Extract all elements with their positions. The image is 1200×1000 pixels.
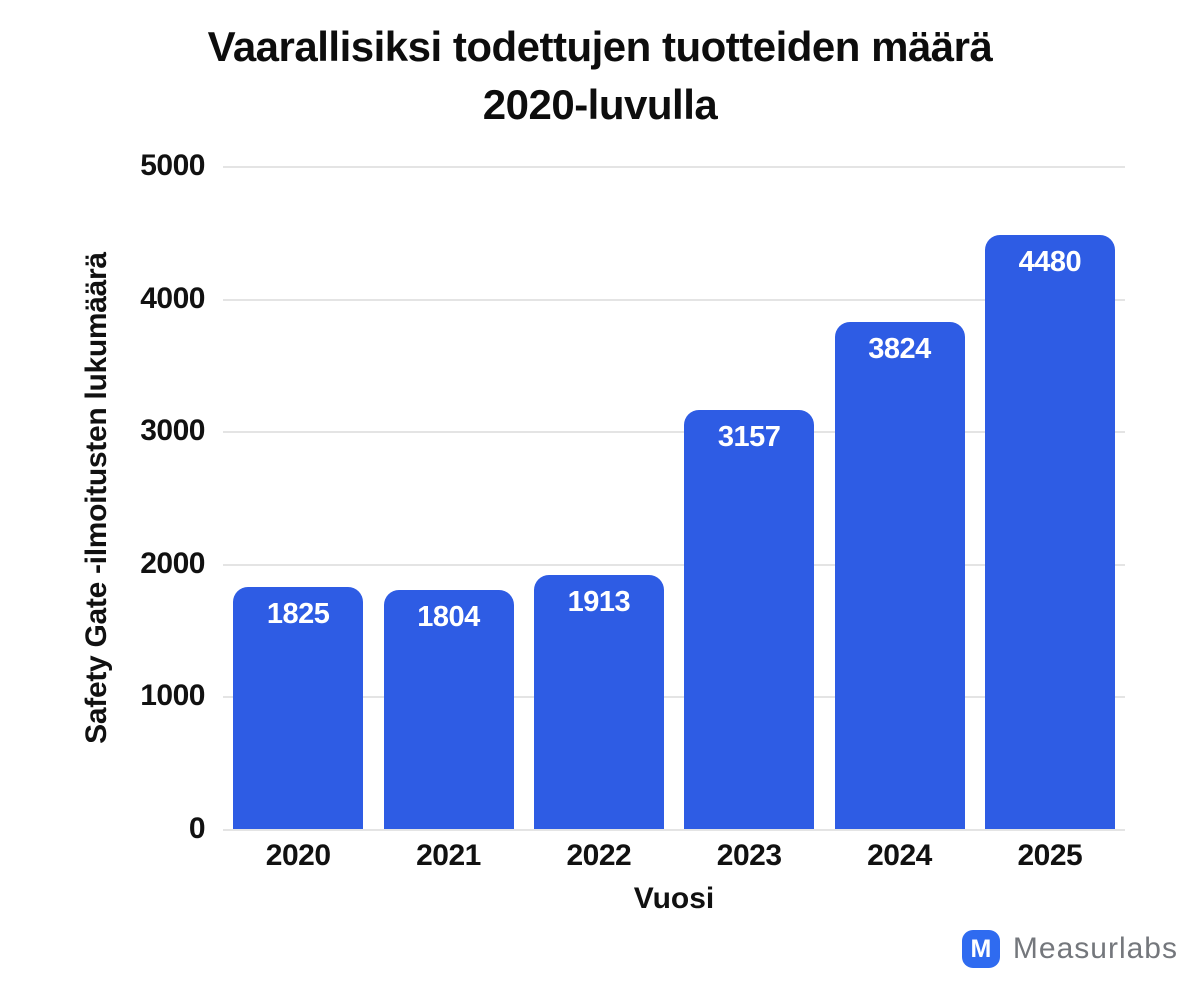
- y-tick-label-1000: 1000: [140, 679, 205, 713]
- bar-2023: 3157: [684, 410, 815, 829]
- bar-value-label-2020: 1825: [266, 598, 330, 631]
- bar-2025: 4480: [984, 234, 1115, 829]
- y-tick-label-4000: 4000: [140, 281, 205, 315]
- gridline-1000: [223, 696, 1125, 699]
- y-tick-label-3000: 3000: [140, 414, 205, 448]
- bar-value-label-2024: 3824: [868, 332, 931, 365]
- x-tick-label-2022: 2022: [566, 839, 632, 872]
- measurlabs-logo-text: Measurlabs: [1012, 932, 1178, 965]
- x-tick-label-2025: 2025: [1017, 839, 1083, 872]
- x-tick-label-2023: 2023: [716, 839, 782, 872]
- gridline-3000: [223, 431, 1125, 434]
- bar-value-label-2021: 1804: [417, 600, 480, 633]
- gridline-4000: [223, 298, 1125, 301]
- gridline-2000: [223, 563, 1125, 566]
- gridline-5000: [223, 166, 1125, 168]
- measurlabs-logo-icon: M: [961, 930, 1000, 968]
- brand-footer: M Measurlabs: [961, 930, 1178, 968]
- gridline-0: [223, 829, 1125, 831]
- bar-value-label-2025: 4480: [1018, 245, 1082, 278]
- x-axis-label: Vuosi: [633, 882, 715, 915]
- bar-value-label-2023: 3157: [717, 421, 781, 454]
- y-tick-label-5000: 5000: [140, 149, 205, 182]
- x-tick-label-2020: 2020: [265, 839, 331, 872]
- x-tick-label-2024: 2024: [867, 839, 932, 872]
- chart-title-line-1: Vaarallisiksi todettujen tuotteiden määr…: [207, 23, 993, 70]
- x-tick-label-2021: 2021: [416, 839, 481, 872]
- y-tick-label-0: 0: [188, 812, 206, 845]
- chart-title: Vaarallisiksi todettujen tuotteiden määr…: [0, 18, 1200, 134]
- bar-2024: 3824: [834, 321, 965, 829]
- y-axis-label: Safety Gate -ilmoitusten lukumäärä: [80, 252, 113, 744]
- bar-2020: 1825: [233, 587, 364, 829]
- chart-title-line-2: 2020-luvulla: [482, 81, 718, 128]
- bar-2022: 1913: [533, 575, 664, 829]
- bar-2021: 1804: [383, 589, 514, 829]
- plot-area: 0 1000 2000 3000 4000 5000 1825 1804 1913 3157 38…: [140, 149, 1125, 872]
- y-tick-label-2000: 2000: [140, 546, 205, 580]
- bar-value-label-2022: 1913: [567, 586, 631, 619]
